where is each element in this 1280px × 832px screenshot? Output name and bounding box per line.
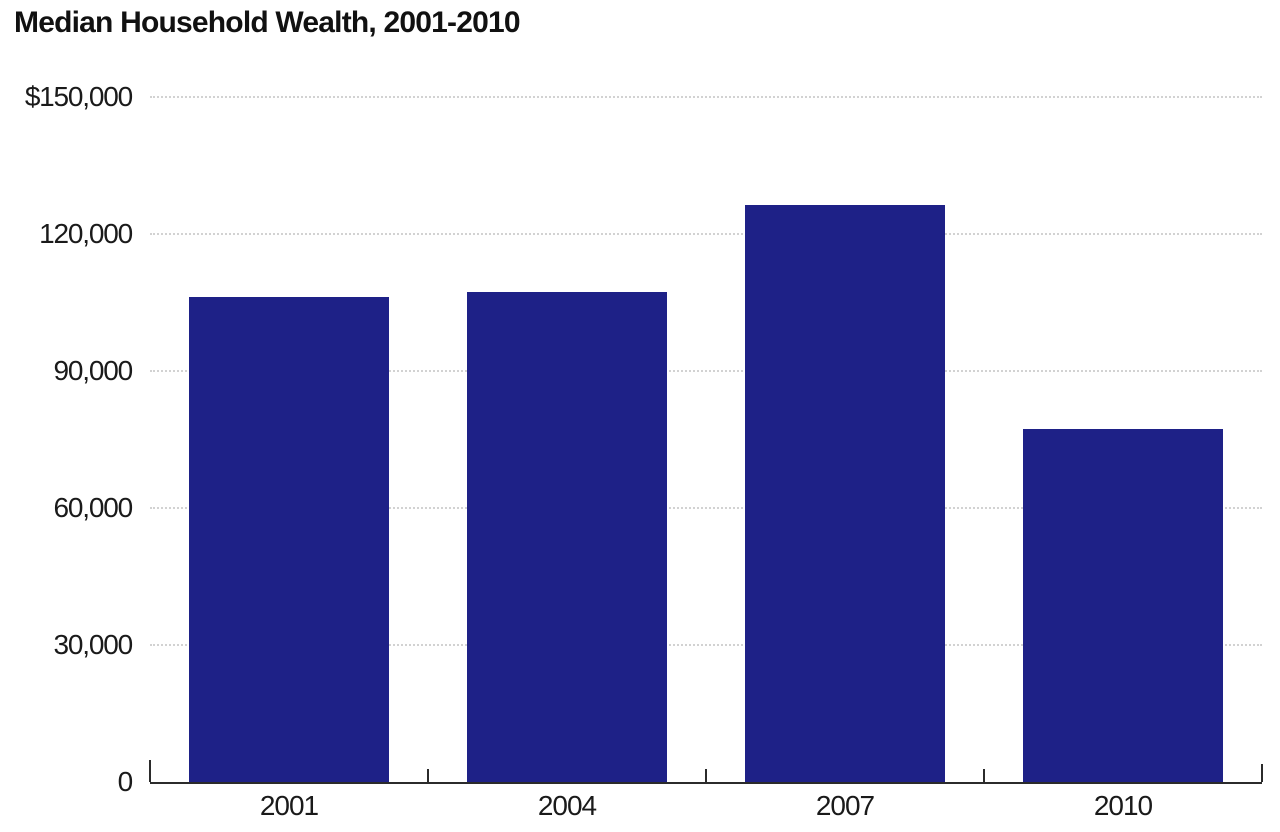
x-tick-label-2004: 2004 xyxy=(537,790,597,821)
y-tick-label-120000: 120,000 xyxy=(39,218,133,249)
y-tick-label-90000: 90,000 xyxy=(53,355,134,386)
x-axis-tick xyxy=(705,769,707,782)
x-axis-line xyxy=(150,782,1262,784)
x-tick-label-2007: 2007 xyxy=(815,790,875,821)
bar-slot-2001 xyxy=(150,97,428,782)
bar-2004 xyxy=(467,292,667,782)
bar-2007 xyxy=(745,204,945,782)
x-tick-label-2010: 2010 xyxy=(1093,790,1153,821)
chart-title: Median Household Wealth, 2001-2010 xyxy=(14,6,521,39)
bars-group xyxy=(150,97,1262,782)
x-axis-tick xyxy=(1261,764,1263,782)
x-axis: 2001 2004 2007 2010 xyxy=(150,792,1262,820)
y-tick-label-30000: 30,000 xyxy=(53,629,134,660)
y-tick-label-0: 0 xyxy=(117,766,134,797)
y-axis: 0 30,000 60,000 90,000 120,000 $150,000 xyxy=(0,83,134,796)
gridline-150000 xyxy=(150,96,1262,98)
bar-2001 xyxy=(189,297,389,782)
gridline-90000 xyxy=(150,370,1262,372)
gridline-60000 xyxy=(150,507,1262,509)
bar-slot-2004 xyxy=(428,97,706,782)
bar-slot-2007 xyxy=(706,97,984,782)
bar-2010 xyxy=(1023,429,1223,782)
bar-slot-2010 xyxy=(984,97,1262,782)
x-axis-tick xyxy=(427,769,429,782)
plot-area xyxy=(149,96,1263,784)
x-tick-label-2001: 2001 xyxy=(259,790,319,821)
y-tick-label-150000: $150,000 xyxy=(24,81,133,112)
gridline-120000 xyxy=(150,233,1262,235)
x-axis-tick xyxy=(149,760,151,782)
x-axis-tick xyxy=(983,769,985,782)
y-tick-label-60000: 60,000 xyxy=(53,492,134,523)
gridline-30000 xyxy=(150,644,1262,646)
